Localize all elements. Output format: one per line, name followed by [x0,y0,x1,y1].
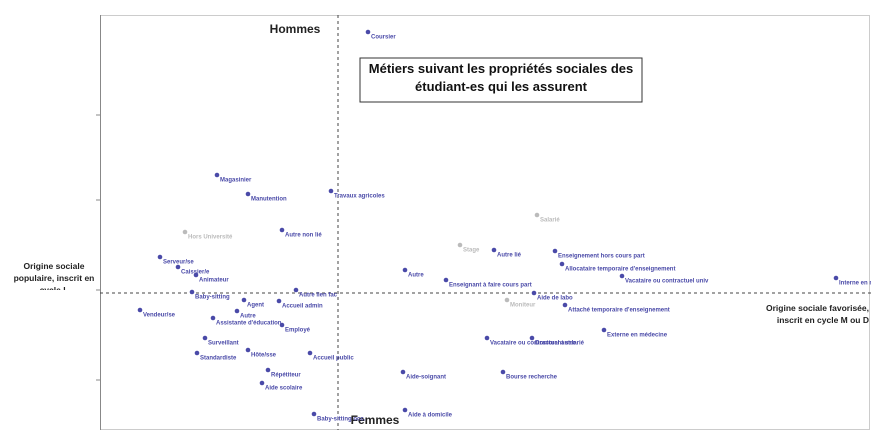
point-label: Aide scolaire [265,386,303,392]
point [552,248,558,254]
point [365,29,371,35]
point [214,172,220,178]
point [400,369,406,375]
point-label: Autre lien fac [299,293,338,299]
point [484,335,490,341]
point [531,290,537,296]
point [194,350,200,356]
point [328,188,334,194]
point [189,289,195,295]
point-label: Employé [285,328,311,334]
point-label: Aide de labo [537,296,573,302]
point-label: Assistante d'éducation [216,321,282,327]
point-label: Autre lié [497,253,522,259]
point [504,297,510,303]
point-label: Moniteur [510,303,536,309]
annotation-left: Origine sociale populaire, inscrit en cy… [13,261,95,290]
point-label: Bourse recherche [506,375,558,381]
annotation-top: Hommes [270,22,321,36]
point-label: Doctorant salarié [535,341,585,347]
point [182,229,188,235]
point [276,298,282,304]
point-label: Aide à domicile [408,413,453,419]
point [202,335,208,341]
point-label: Baby-sitting [195,295,230,301]
point-label: Serveur/se [163,260,194,266]
annotation-right: Origine sociale favorisée, inscrit en cy… [766,303,869,325]
point-label: Enseignement hors cours part [558,254,645,260]
point [245,191,251,197]
point-label: Coursier [371,35,396,41]
point-label: Agent [247,303,264,309]
point [529,335,535,341]
point-label: Interne en médecine [839,281,871,287]
point [619,273,625,279]
point-label: Vendeur/se [143,313,176,319]
point-label: Autre [240,314,256,320]
point [307,350,313,356]
point [279,322,285,328]
point [457,242,463,248]
point [193,272,199,278]
point [559,261,565,267]
point [443,277,449,283]
point-label: Autre non lié [285,233,322,239]
point-label: Caissier/e [181,270,210,276]
annotation-left-wrap: Origine sociale populaire, inscrit en cy… [13,261,95,290]
title-box [359,57,643,103]
point-label: Allocataire temporaire d'enseignement [565,267,675,273]
point-label: Hors Université [188,235,233,241]
point [157,254,163,260]
point [137,307,143,313]
point [175,264,181,270]
point [279,227,285,233]
point-label: Animateur [199,278,229,284]
point [833,275,839,281]
annotation-right-wrap: Origine sociale favorisée, inscrit en cy… [766,303,869,325]
point [534,212,540,218]
point [500,369,506,375]
point-label: Baby-sitting occ. [317,417,366,423]
point-label: Magasinier [220,178,252,184]
point-label: Hôte/sse [251,353,277,359]
point [265,367,271,373]
point [562,302,568,308]
point-label: Vacataire ou contractuel univ [625,279,709,285]
point [491,247,497,253]
point-label: Autre [408,273,424,279]
point [259,380,265,386]
point-label: Répétiteur [271,373,301,379]
point-label: Enseignant à faire cours part [449,283,532,289]
point [402,267,408,273]
title-wrap: Métiers suivant les propriétés sociales … [368,61,634,94]
point-label: Manutention [251,197,287,203]
point-label: Externe en médecine [607,333,668,339]
point [293,287,299,293]
point-label: Attaché temporaire d'enseignement [568,308,670,314]
point [210,315,216,321]
point-label: Surveillant [208,341,239,347]
point-label: Vacataire ou contractuel autre [490,341,576,347]
point [245,347,251,353]
point-label: Salarié [540,218,560,224]
annotation-bottom: Femmes [351,413,400,427]
point-label: Accueil admin [282,304,323,310]
point-label: Standardiste [200,356,237,362]
point-label: Travaux agricoles [334,194,385,200]
point [311,411,317,417]
chart-title: Métiers suivant les propriétés sociales … [368,61,634,94]
point-label: Accueil public [313,356,354,362]
point [234,308,240,314]
point-label: Stage [463,248,480,254]
point [402,407,408,413]
point-label: Aide-soignant [406,375,446,381]
point [241,297,247,303]
point [601,327,607,333]
